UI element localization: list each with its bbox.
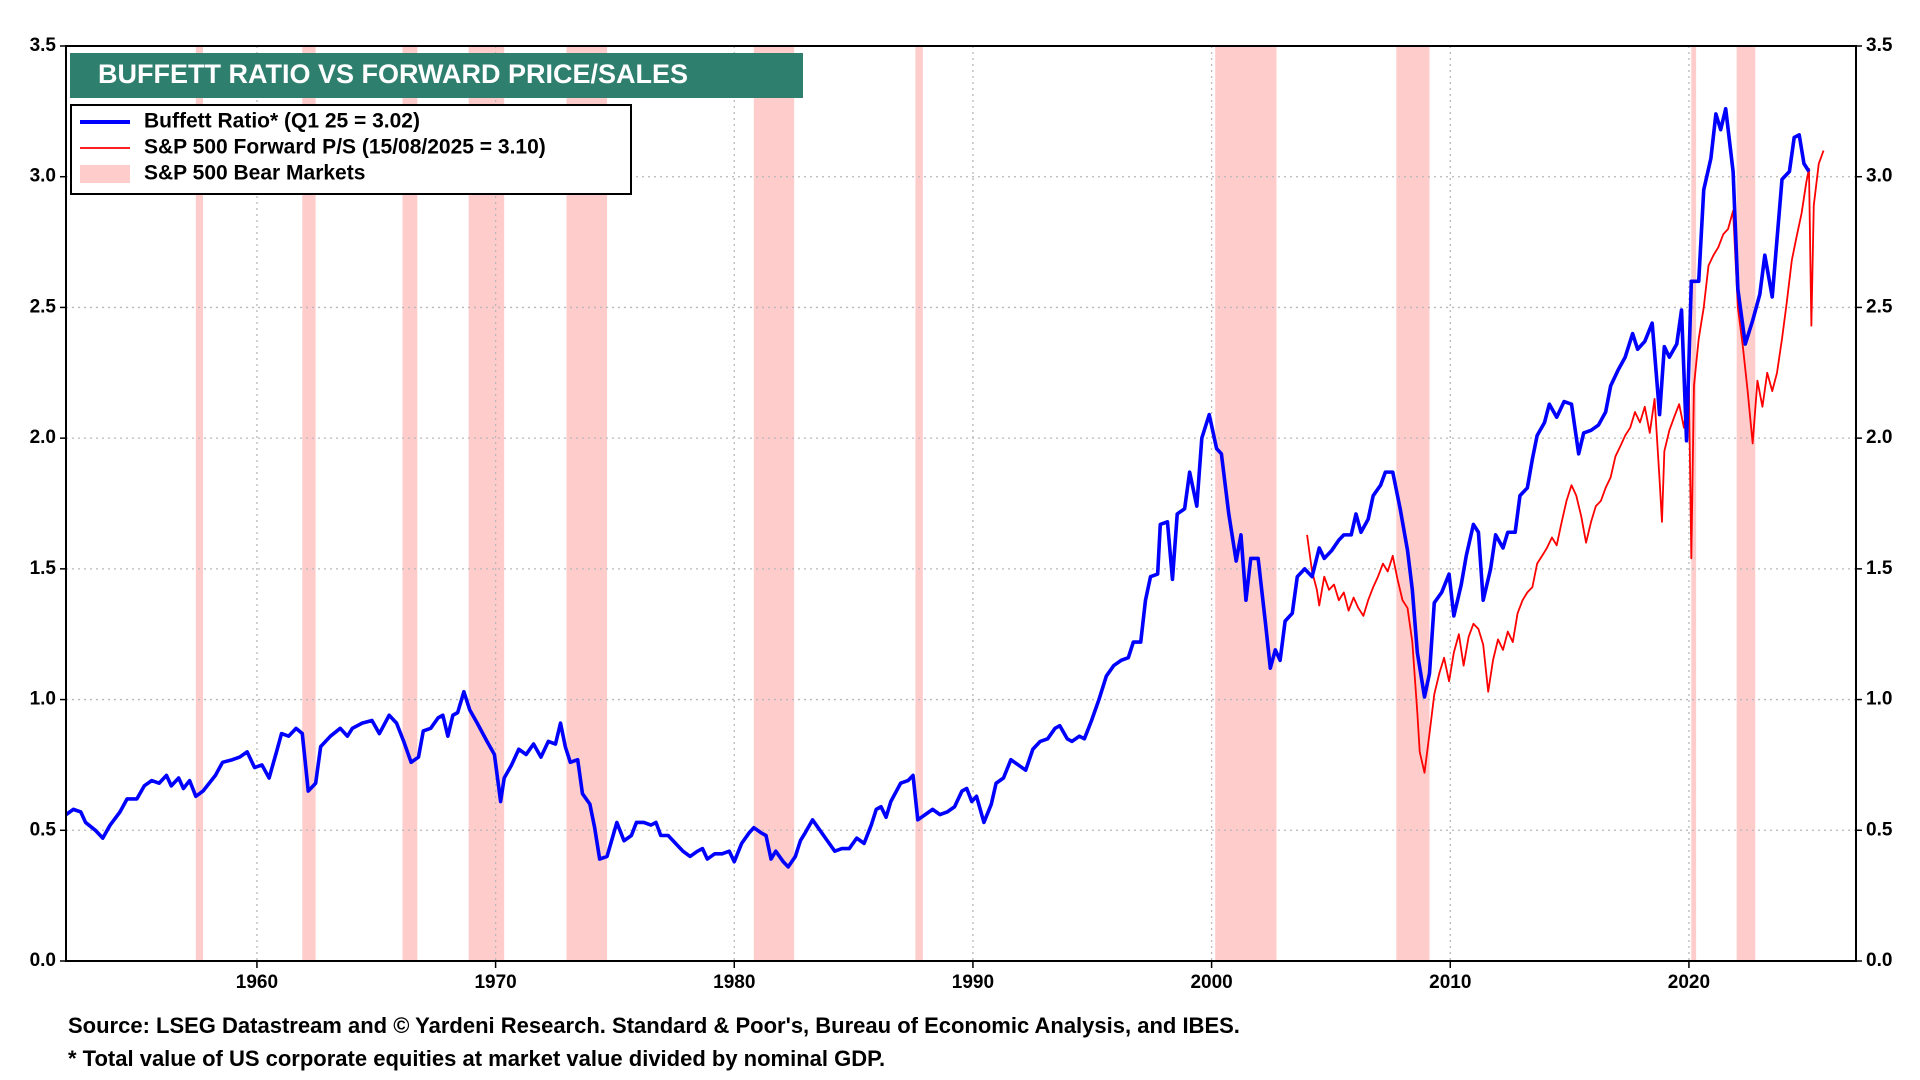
y-tick-label: 0.5 [30,819,57,840]
background-layer [195,46,1756,961]
axis-layer: 0.0 0.5 1.0 1.5 2.0 2.5 3.0 3.5 0.0 0.5 1.0 1.5 2.0 2… [30,35,1893,993]
bear-market-band [915,46,923,961]
y2-tick-label: 2.0 [1866,427,1892,448]
y-tick-label: 0.0 [30,950,56,971]
y-tick-label: 2.0 [30,427,56,448]
bear-market-band [1396,46,1430,961]
bear-market-band [302,46,316,961]
x-tick-label: 1980 [713,972,755,993]
bear-market-band [1215,46,1277,961]
y-tick-label: 3.0 [30,166,56,187]
y2-tick-label: 1.0 [1866,689,1892,710]
bear-market-band [195,46,203,961]
series-line [1306,150,1825,774]
bear-market-band [753,46,795,961]
bear-market-band [468,46,505,961]
source-note: Source: LSEG Datastream and © Yardeni Re… [68,1013,1240,1038]
bear-market-band [566,46,608,961]
y2-tick-label: 3.0 [1866,166,1892,187]
line-layer [64,106,1825,869]
y2-tick-label: 0.5 [1866,819,1893,840]
legend-label: S&P 500 Bear Markets [144,162,365,185]
y2-tick-label: 2.5 [1866,296,1893,317]
x-tick-label: 2020 [1668,972,1710,993]
x-tick-label: 1990 [952,972,994,993]
plot-frame [65,45,1857,962]
footnote: * Total value of US corporate equities a… [68,1046,885,1071]
legend-label: S&P 500 Forward P/S (15/08/2025 = 3.10) [144,136,546,159]
x-tick-label: 1960 [236,972,278,993]
x-tick-label: 1970 [474,972,516,993]
chart-title: BUFFETT RATIO VS FORWARD PRICE/SALES [98,59,688,89]
y2-tick-label: 0.0 [1866,950,1892,971]
legend-label: Buffett Ratio* (Q1 25 = 3.02) [144,110,420,133]
y-tick-label: 2.5 [30,296,57,317]
bear-market-band [1691,46,1697,961]
y2-tick-label: 3.5 [1866,35,1893,56]
y-tick-label: 3.5 [30,35,57,56]
bear-market-band [1736,46,1756,961]
legend-box [70,104,632,195]
bear-market-band [402,46,418,961]
y-tick-label: 1.0 [30,689,56,710]
y-tick-label: 1.5 [30,558,57,579]
legend-swatch [80,165,130,183]
legend: Buffett Ratio* (Q1 25 = 3.02) S&P 500 For… [70,104,632,195]
series-line [64,106,1811,869]
y2-tick-label: 1.5 [1866,558,1893,579]
x-tick-label: 2000 [1190,972,1232,993]
title-box [70,53,803,98]
x-tick-label: 2010 [1429,972,1471,993]
